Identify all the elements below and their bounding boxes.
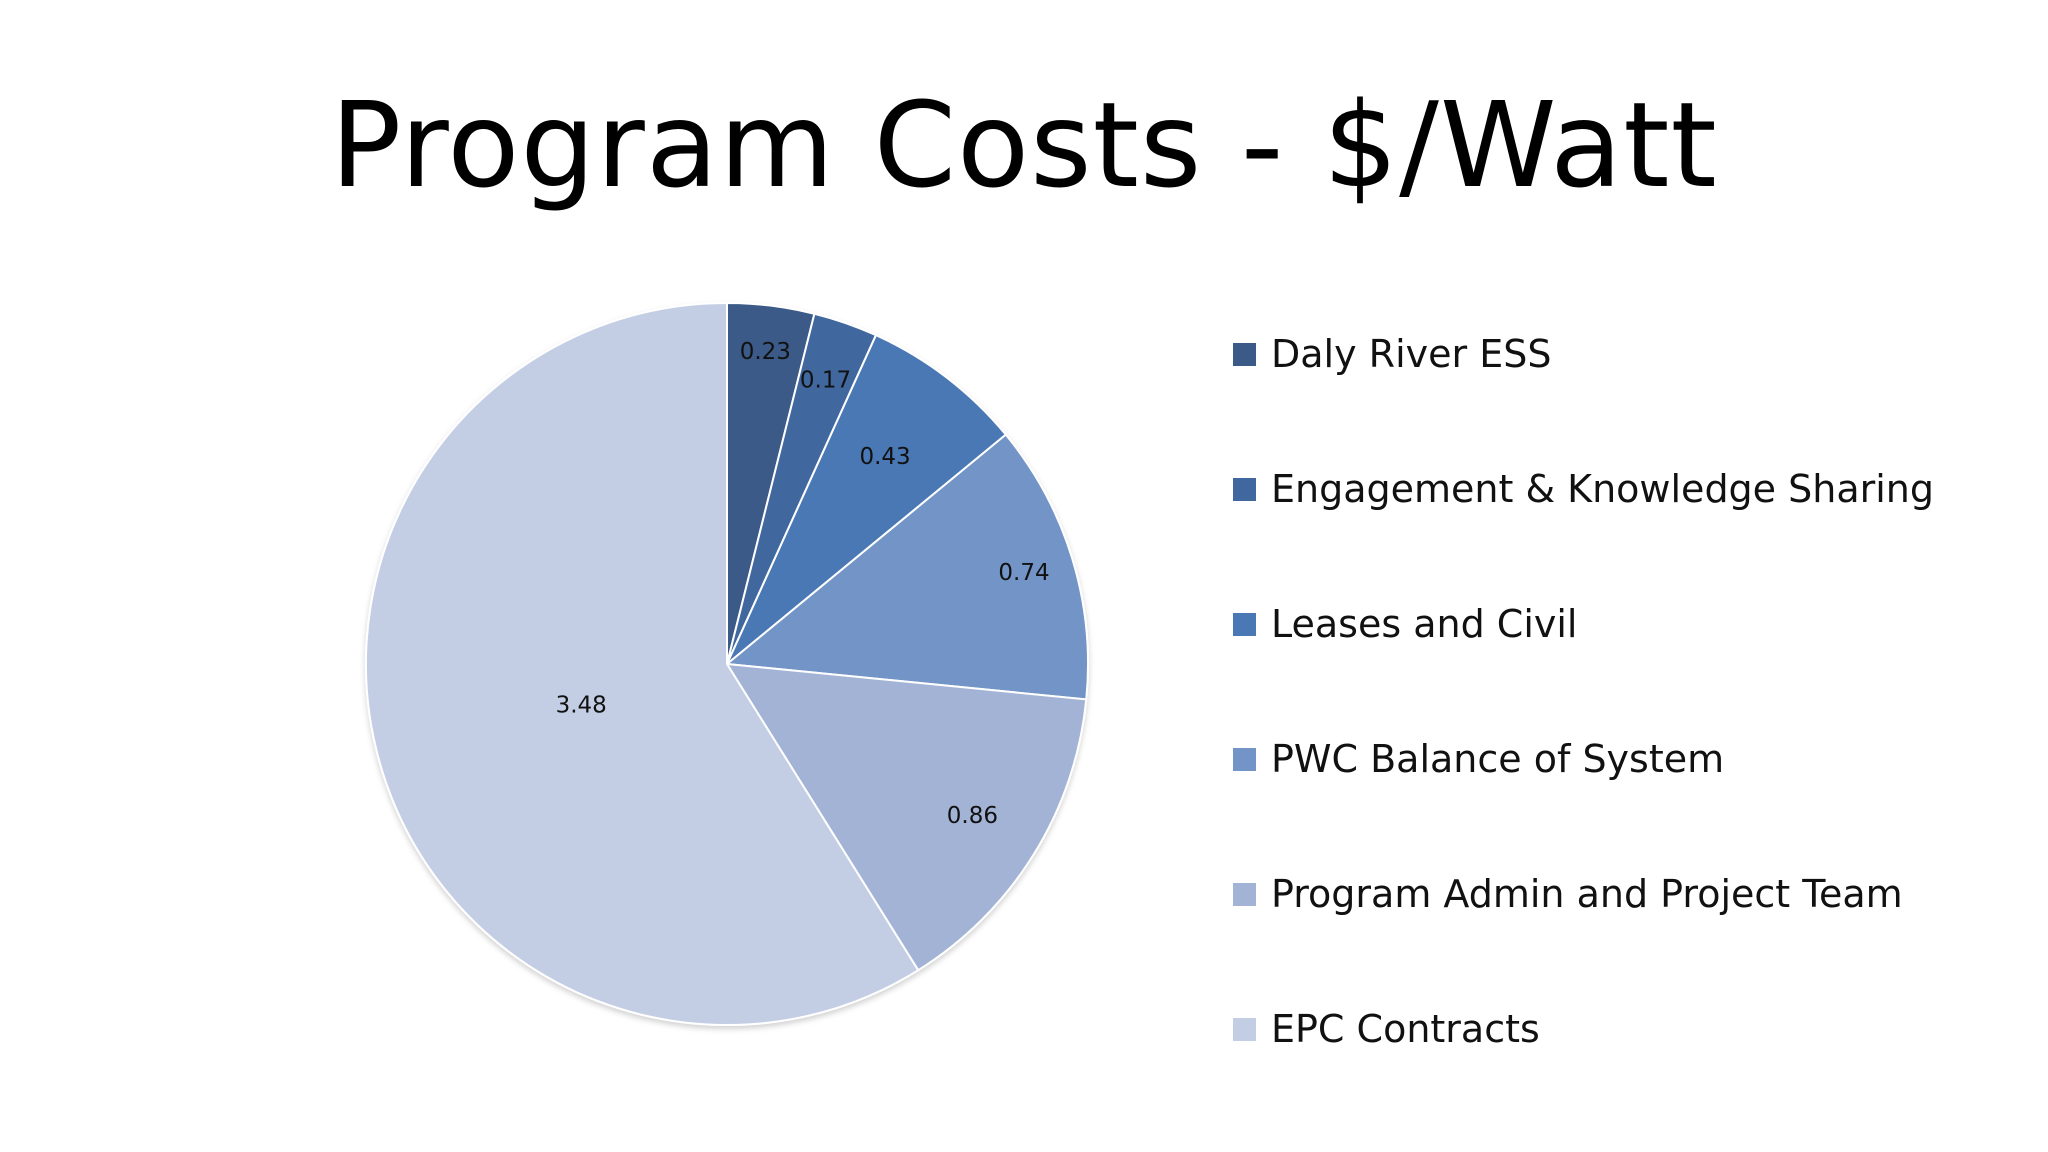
legend-item: Daly River ESS [1233, 316, 2023, 451]
legend-item: Program Admin and Project Team [1233, 856, 2023, 991]
pie-slice [726, 333, 1008, 665]
legend-swatch [1233, 883, 1256, 906]
legend: Daly River ESS Engagement & Knowledge Sha… [1233, 316, 2023, 1126]
legend-item: Leases and Civil [1233, 586, 2023, 721]
pie-slice [364, 301, 920, 1026]
legend-swatch [1233, 343, 1256, 366]
legend-label: Program Admin and Project Team [1271, 872, 1903, 916]
legend-label: EPC Contracts [1271, 1007, 1540, 1051]
pie-data-label: 0.74 [998, 560, 1049, 586]
pie-data-label: 0.43 [859, 444, 910, 470]
chart-title: Program Costs - $/Watt [330, 76, 1718, 214]
pie-data-label: 3.48 [556, 692, 607, 718]
legend-label: PWC Balance of System [1271, 737, 1725, 781]
pie-slice [724, 433, 1089, 701]
legend-swatch [1233, 748, 1256, 771]
legend-item: EPC Contracts [1233, 991, 2023, 1126]
pie-slice [725, 662, 1088, 972]
legend-label: Leases and Civil [1271, 602, 1578, 646]
legend-label: Engagement & Knowledge Sharing [1271, 467, 1935, 511]
pie-data-label: 0.17 [800, 368, 851, 394]
legend-item: Engagement & Knowledge Sharing [1233, 451, 2023, 586]
pie-slices [364, 301, 1089, 1026]
pie-data-label: 0.23 [740, 339, 791, 365]
legend-item: PWC Balance of System [1233, 721, 2023, 856]
legend-label: Daly River ESS [1271, 332, 1552, 376]
legend-swatch [1233, 1018, 1256, 1041]
pie-data-label: 0.86 [947, 803, 998, 829]
pie-data-labels: 0.23 0.17 0.43 0.74 0.86 3.48 [556, 339, 1050, 829]
legend-swatch [1233, 478, 1256, 501]
legend-swatch [1233, 613, 1256, 636]
